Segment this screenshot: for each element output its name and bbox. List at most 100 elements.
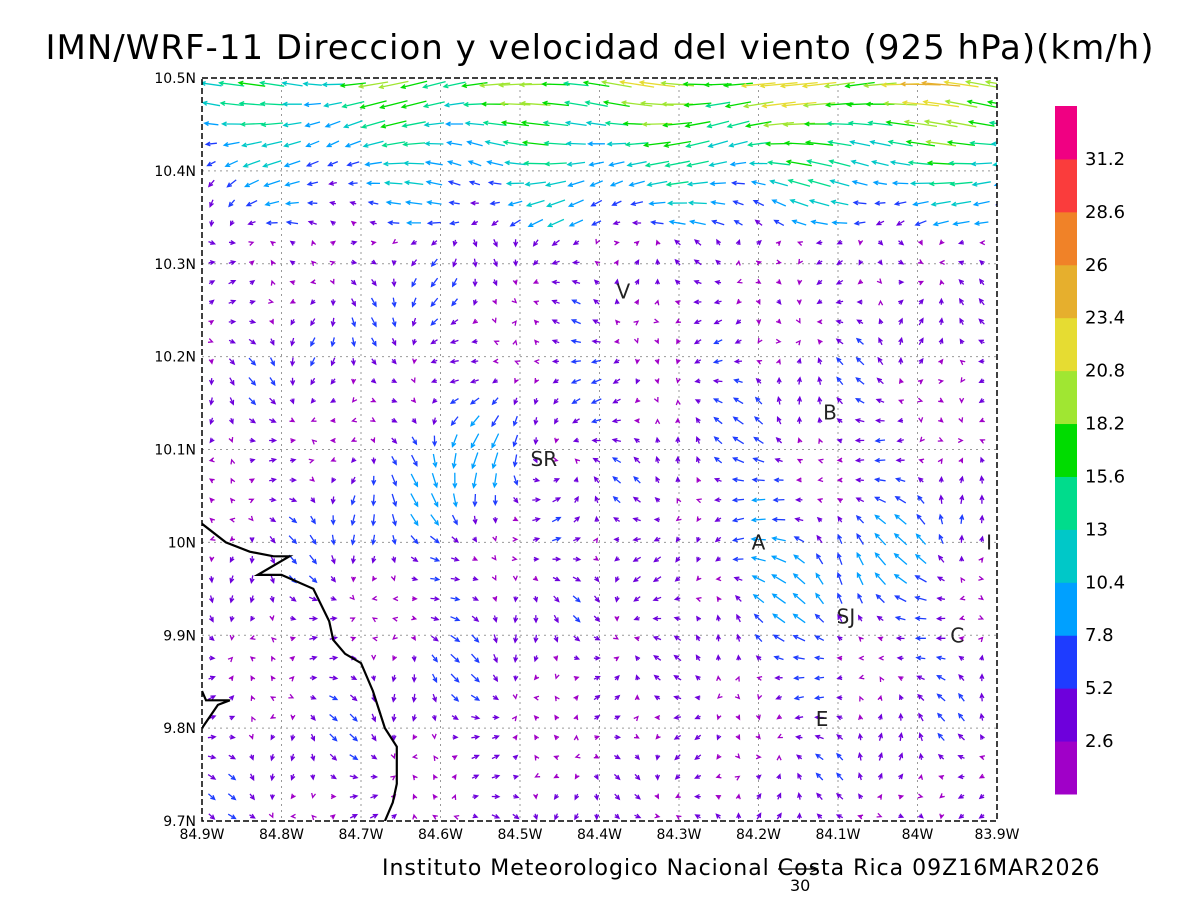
wind-vector xyxy=(351,378,357,385)
wind-vector xyxy=(776,376,782,385)
wind-vector xyxy=(731,497,745,503)
wind-vector xyxy=(411,635,416,641)
wind-vector xyxy=(411,317,417,327)
wind-vector xyxy=(696,615,702,622)
wind-vector xyxy=(611,457,622,464)
wind-vector xyxy=(229,575,235,584)
wind-vector xyxy=(342,120,363,129)
wind-vector xyxy=(412,774,418,781)
wind-vector xyxy=(957,793,965,799)
wind-vector xyxy=(797,772,802,780)
wind-vector xyxy=(450,616,461,622)
wind-vector xyxy=(608,161,625,167)
wind-vector xyxy=(359,100,387,110)
wind-vector xyxy=(471,714,481,720)
lat-tick-label: 10.3N xyxy=(154,257,196,273)
wind-vector xyxy=(635,378,641,385)
wind-vector xyxy=(646,180,668,187)
wind-vector xyxy=(269,773,276,782)
wind-vector xyxy=(593,537,599,544)
wind-vector xyxy=(767,160,790,166)
wind-vector xyxy=(262,160,282,168)
wind-vector xyxy=(878,337,883,346)
wind-vector xyxy=(310,753,316,762)
wind-vector xyxy=(960,377,966,383)
wind-vector xyxy=(858,239,864,246)
wind-vector xyxy=(453,814,460,820)
wind-vector xyxy=(898,794,905,800)
wind-vector xyxy=(716,238,721,246)
wind-vector xyxy=(773,477,784,483)
wind-vector xyxy=(789,198,809,207)
wind-vector xyxy=(308,596,318,602)
wind-vector xyxy=(410,556,419,563)
wind-vector xyxy=(1000,477,1005,484)
wind-vector xyxy=(633,337,639,344)
wind-vector xyxy=(573,655,581,660)
wind-vector xyxy=(836,715,843,721)
wind-vector xyxy=(534,772,541,778)
wind-vector xyxy=(936,576,945,582)
wind-vector xyxy=(836,635,843,642)
wind-vector xyxy=(896,437,904,443)
wind-vector xyxy=(411,297,417,308)
wind-vector xyxy=(229,417,234,425)
wind-vector xyxy=(248,241,255,246)
wind-vector xyxy=(268,457,278,463)
wind-vector xyxy=(978,358,985,364)
wind-vector xyxy=(492,378,498,384)
wind-vector xyxy=(978,595,984,601)
wind-vector xyxy=(209,517,215,524)
wind-vector xyxy=(716,596,722,602)
wind-vector xyxy=(634,694,640,701)
wind-vector xyxy=(329,437,336,444)
wind-vector xyxy=(513,259,519,267)
wind-vector xyxy=(209,536,216,541)
wind-vector xyxy=(836,752,844,761)
wind-vector xyxy=(204,141,217,147)
wind-vector xyxy=(230,477,236,484)
wind-vector xyxy=(450,416,459,427)
wind-vector xyxy=(849,139,871,147)
wind-vector xyxy=(533,359,540,365)
wind-vector xyxy=(897,676,904,681)
place-label: SR xyxy=(531,447,558,471)
wind-vector xyxy=(696,575,702,582)
wind-vector xyxy=(634,793,641,800)
lat-tick-label: 10.1N xyxy=(154,443,196,459)
wind-vector xyxy=(796,241,803,246)
wind-vector xyxy=(329,753,338,761)
wind-vector xyxy=(792,592,806,605)
wind-vector xyxy=(445,121,464,127)
wind-vector xyxy=(303,102,321,108)
wind-vector xyxy=(430,318,439,326)
wind-vector xyxy=(949,181,973,187)
wind-vector xyxy=(305,140,320,148)
wind-vector xyxy=(939,813,945,820)
wind-vector xyxy=(451,755,458,761)
wind-vector xyxy=(715,576,722,582)
wind-vector xyxy=(613,656,620,662)
wind-vector xyxy=(492,714,500,720)
wind-vector xyxy=(369,813,379,819)
wind-vector xyxy=(350,636,357,642)
wind-vector xyxy=(452,472,458,489)
wind-vector xyxy=(1001,538,1005,543)
wind-vector xyxy=(349,754,359,761)
wind-vector xyxy=(796,376,802,385)
wind-vector xyxy=(613,259,619,266)
wind-vector xyxy=(512,415,518,427)
place-label: A xyxy=(752,530,766,554)
wind-vector xyxy=(632,575,641,583)
place-label: SJ xyxy=(837,605,856,629)
wind-vector xyxy=(644,160,670,168)
wind-vector xyxy=(330,793,337,800)
color-bar-segment xyxy=(1055,688,1077,742)
wind-vector xyxy=(269,437,278,443)
wind-vector xyxy=(673,596,681,601)
wind-vector xyxy=(713,299,722,305)
wind-vector xyxy=(249,458,256,464)
wind-vector xyxy=(856,533,864,545)
wind-vector xyxy=(209,635,215,641)
wind-vector xyxy=(472,536,478,543)
